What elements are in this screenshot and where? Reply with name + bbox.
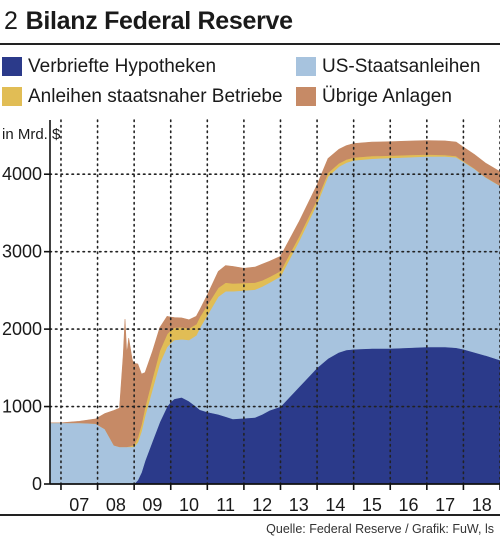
- stacked-area-chart: in Mrd. $ 0 1000 2000 3000 4000 07 08 09 10 11 12…: [2, 119, 500, 514]
- legend-label-treasuries: US-Staatsanleihen: [322, 56, 481, 77]
- legend-label-agency: Anleihen staatsnaher Betriebe: [28, 86, 283, 107]
- source-credit: Quelle: Federal Reserve / Grafik: FuW, l…: [266, 522, 494, 536]
- x-tick-label-10: 10: [179, 495, 199, 514]
- legend-label-mbs: Verbriefte Hypotheken: [28, 56, 217, 77]
- x-tick-label-17: 17: [435, 495, 455, 514]
- y-tick-label-3000: 3000: [2, 242, 42, 262]
- chart-number: 2: [4, 7, 18, 35]
- y-tick-label-4000: 4000: [2, 164, 42, 184]
- x-tick-label-15: 15: [362, 495, 382, 514]
- x-tick-label-09: 09: [142, 495, 162, 514]
- x-tick-label-16: 16: [399, 495, 419, 514]
- top-rule: [0, 43, 500, 45]
- legend-swatch-treasuries: [296, 57, 316, 76]
- legend-label-other: Übrige Anlagen: [322, 86, 452, 107]
- grid-lines: [49, 119, 500, 485]
- y-axis-unit-label: in Mrd. $: [2, 126, 61, 143]
- legend: Verbriefte Hypotheken US-Staatsanleihen …: [0, 52, 500, 114]
- x-tick-label-07: 07: [69, 495, 89, 514]
- y-tick-label-1000: 1000: [2, 397, 42, 417]
- y-tick-label-2000: 2000: [2, 319, 42, 339]
- legend-swatch-mbs: [2, 57, 22, 76]
- x-tick-label-12: 12: [252, 495, 272, 514]
- legend-swatch-agency: [2, 87, 22, 106]
- x-tick-label-11: 11: [216, 495, 235, 514]
- axes: [44, 120, 500, 490]
- x-tick-label-08: 08: [106, 495, 126, 514]
- area-other: [50, 140, 500, 448]
- y-tick-labels: 0 1000 2000 3000 4000: [2, 164, 42, 494]
- bottom-rule: [0, 514, 500, 516]
- legend-swatch-other: [296, 87, 316, 106]
- x-tick-label-14: 14: [325, 495, 345, 514]
- x-tick-labels: 07 08 09 10 11 12 13 14 15 16 17 18: [69, 495, 491, 514]
- chart-title: 2 Bilanz Federal Reserve: [4, 4, 293, 38]
- x-tick-label-18: 18: [472, 495, 492, 514]
- x-tick-label-13: 13: [289, 495, 309, 514]
- y-tick-label-0: 0: [32, 474, 42, 494]
- chart-title-text: Bilanz Federal Reserve: [25, 7, 293, 35]
- area-layers: [49, 140, 500, 485]
